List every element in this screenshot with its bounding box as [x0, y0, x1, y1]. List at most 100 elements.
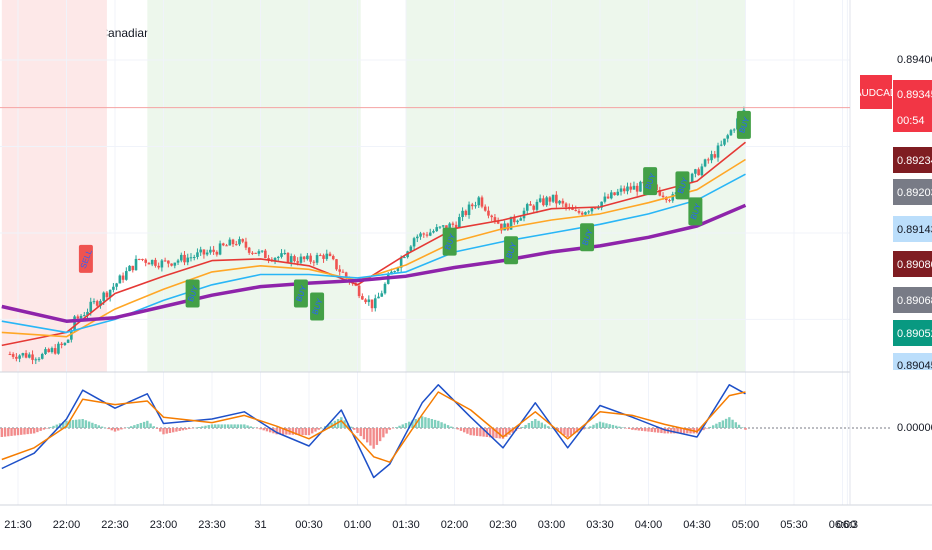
histogram-bar-175	[566, 428, 569, 437]
candle-body-7	[31, 354, 34, 360]
histogram-bar-187	[605, 423, 608, 428]
candle-body-189	[619, 188, 623, 192]
zone-buy-2	[406, 0, 746, 372]
candle-body-215	[703, 159, 707, 167]
candle-body-124	[409, 246, 413, 252]
candle-body-60	[202, 249, 206, 255]
histogram-bar-124	[401, 424, 404, 428]
histogram-bar-145	[469, 428, 472, 436]
histogram-bar-19	[62, 422, 65, 428]
histogram-bar-227	[734, 422, 737, 428]
candle-body-211	[690, 173, 694, 183]
candle-body-39	[134, 258, 138, 271]
histogram-bar-88	[285, 428, 288, 435]
candle-body-38	[131, 265, 135, 271]
signal-box-9	[688, 197, 703, 226]
histogram-bar-5	[16, 428, 20, 436]
histogram-bar-158	[511, 428, 514, 433]
candle-body-148	[487, 210, 490, 216]
histogram-bar-36	[117, 428, 120, 431]
candle-body-125	[412, 238, 416, 247]
candle-body-53	[179, 254, 183, 261]
histogram-bar-92	[298, 428, 301, 435]
histogram-bar-179	[579, 428, 582, 431]
histogram-bar-47	[152, 426, 155, 428]
x-tick-label-12: 03:30	[586, 519, 614, 531]
candle-body-30	[105, 292, 109, 298]
histogram-bar-170	[550, 428, 553, 429]
price-label-7: 0.89052	[897, 328, 932, 340]
candle-body-142	[467, 204, 471, 216]
candle-body-96	[319, 255, 322, 257]
histogram-bar-30	[97, 425, 101, 428]
candle-body-194	[635, 185, 639, 192]
histogram-bar-202	[653, 428, 657, 433]
x-tick-label-17: 06:00	[829, 519, 857, 531]
histogram-bar-194	[627, 428, 631, 429]
histogram-bar-230	[744, 428, 747, 430]
histogram-bar-74	[239, 424, 243, 428]
candle-body-113	[373, 298, 377, 309]
histogram-bar-137	[443, 423, 446, 428]
histogram-bar-25	[81, 419, 84, 428]
candle-body-71	[238, 239, 241, 245]
histogram-bar-63	[204, 425, 207, 428]
candle-body-3	[18, 355, 21, 359]
candle-body-16	[60, 343, 63, 346]
candle-body-155	[509, 216, 513, 230]
histogram-bar-41	[133, 425, 136, 428]
candle-body-164	[538, 198, 542, 202]
candle-body-144	[474, 205, 477, 207]
histogram-bar-31	[100, 426, 104, 428]
signal-box-0	[78, 244, 93, 273]
candle-body-86	[286, 252, 290, 263]
histogram-bar-102	[330, 422, 333, 428]
candle-body-128	[422, 233, 426, 235]
histogram-bar-78	[252, 427, 256, 428]
candle-body-14	[53, 348, 57, 354]
histogram-bar-80	[259, 428, 262, 430]
histogram-bar-184	[595, 423, 598, 428]
candle-body-19	[70, 331, 73, 340]
candle-body-59	[199, 249, 202, 253]
price-tag-3	[893, 179, 932, 205]
candle-body-22	[79, 315, 83, 319]
candle-body-133	[438, 226, 442, 228]
histogram-bar-208	[673, 428, 676, 434]
x-tick-label-2: 22:30	[101, 519, 129, 531]
oscillator-layer	[0, 384, 890, 479]
candle-body-41	[141, 258, 144, 260]
histogram-bar-2	[7, 428, 10, 437]
histogram-bar-35	[113, 428, 117, 432]
candle-body-64	[215, 251, 219, 255]
x-tick-label-5: 31	[254, 519, 266, 531]
histogram-bar-62	[201, 426, 204, 428]
histogram-bar-173	[560, 428, 563, 434]
signal-box-3	[310, 292, 325, 321]
histogram-bar-132	[427, 418, 430, 428]
price-label-2: 0.89234	[897, 155, 932, 167]
candle-body-42	[144, 259, 148, 263]
histogram-bar-1	[3, 428, 7, 437]
candle-body-150	[493, 217, 497, 222]
signal-box-7	[643, 167, 658, 196]
histogram-bar-115	[372, 428, 375, 449]
candle-body-15	[57, 343, 60, 354]
histogram-bar-152	[492, 428, 495, 438]
histogram-bar-153	[495, 428, 498, 439]
candle-body-222	[726, 135, 730, 139]
x-tick-label-4: 23:30	[198, 519, 226, 531]
histogram-bar-65	[210, 424, 214, 428]
histogram-bar-199	[644, 428, 647, 432]
histogram-bar-223	[721, 420, 725, 428]
candle-body-49	[167, 260, 170, 264]
histogram-bar-109	[353, 428, 356, 430]
histogram-bar-216	[699, 428, 702, 432]
candle-body-126	[416, 236, 419, 239]
candle-body-220	[719, 144, 723, 146]
histogram-bar-123	[398, 425, 401, 428]
signal-box-4	[442, 227, 457, 256]
